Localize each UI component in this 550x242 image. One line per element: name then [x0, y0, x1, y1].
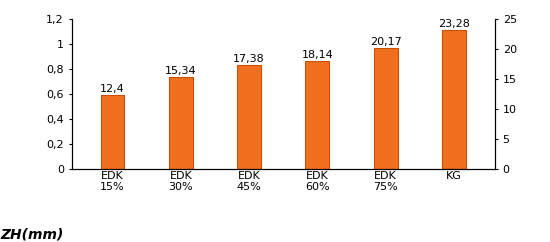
Text: ZH(mm): ZH(mm): [0, 228, 63, 242]
Text: 20,17: 20,17: [370, 37, 402, 47]
Bar: [237, 65, 261, 169]
Text: 17,38: 17,38: [233, 54, 265, 64]
Text: 18,14: 18,14: [301, 50, 333, 60]
Text: 15,34: 15,34: [165, 66, 196, 76]
Text: 12,4: 12,4: [100, 84, 125, 94]
Bar: [374, 48, 398, 169]
Bar: [305, 60, 329, 169]
Text: 23,28: 23,28: [438, 19, 470, 29]
Bar: [442, 30, 466, 169]
Bar: [169, 77, 192, 169]
Bar: [101, 95, 124, 169]
